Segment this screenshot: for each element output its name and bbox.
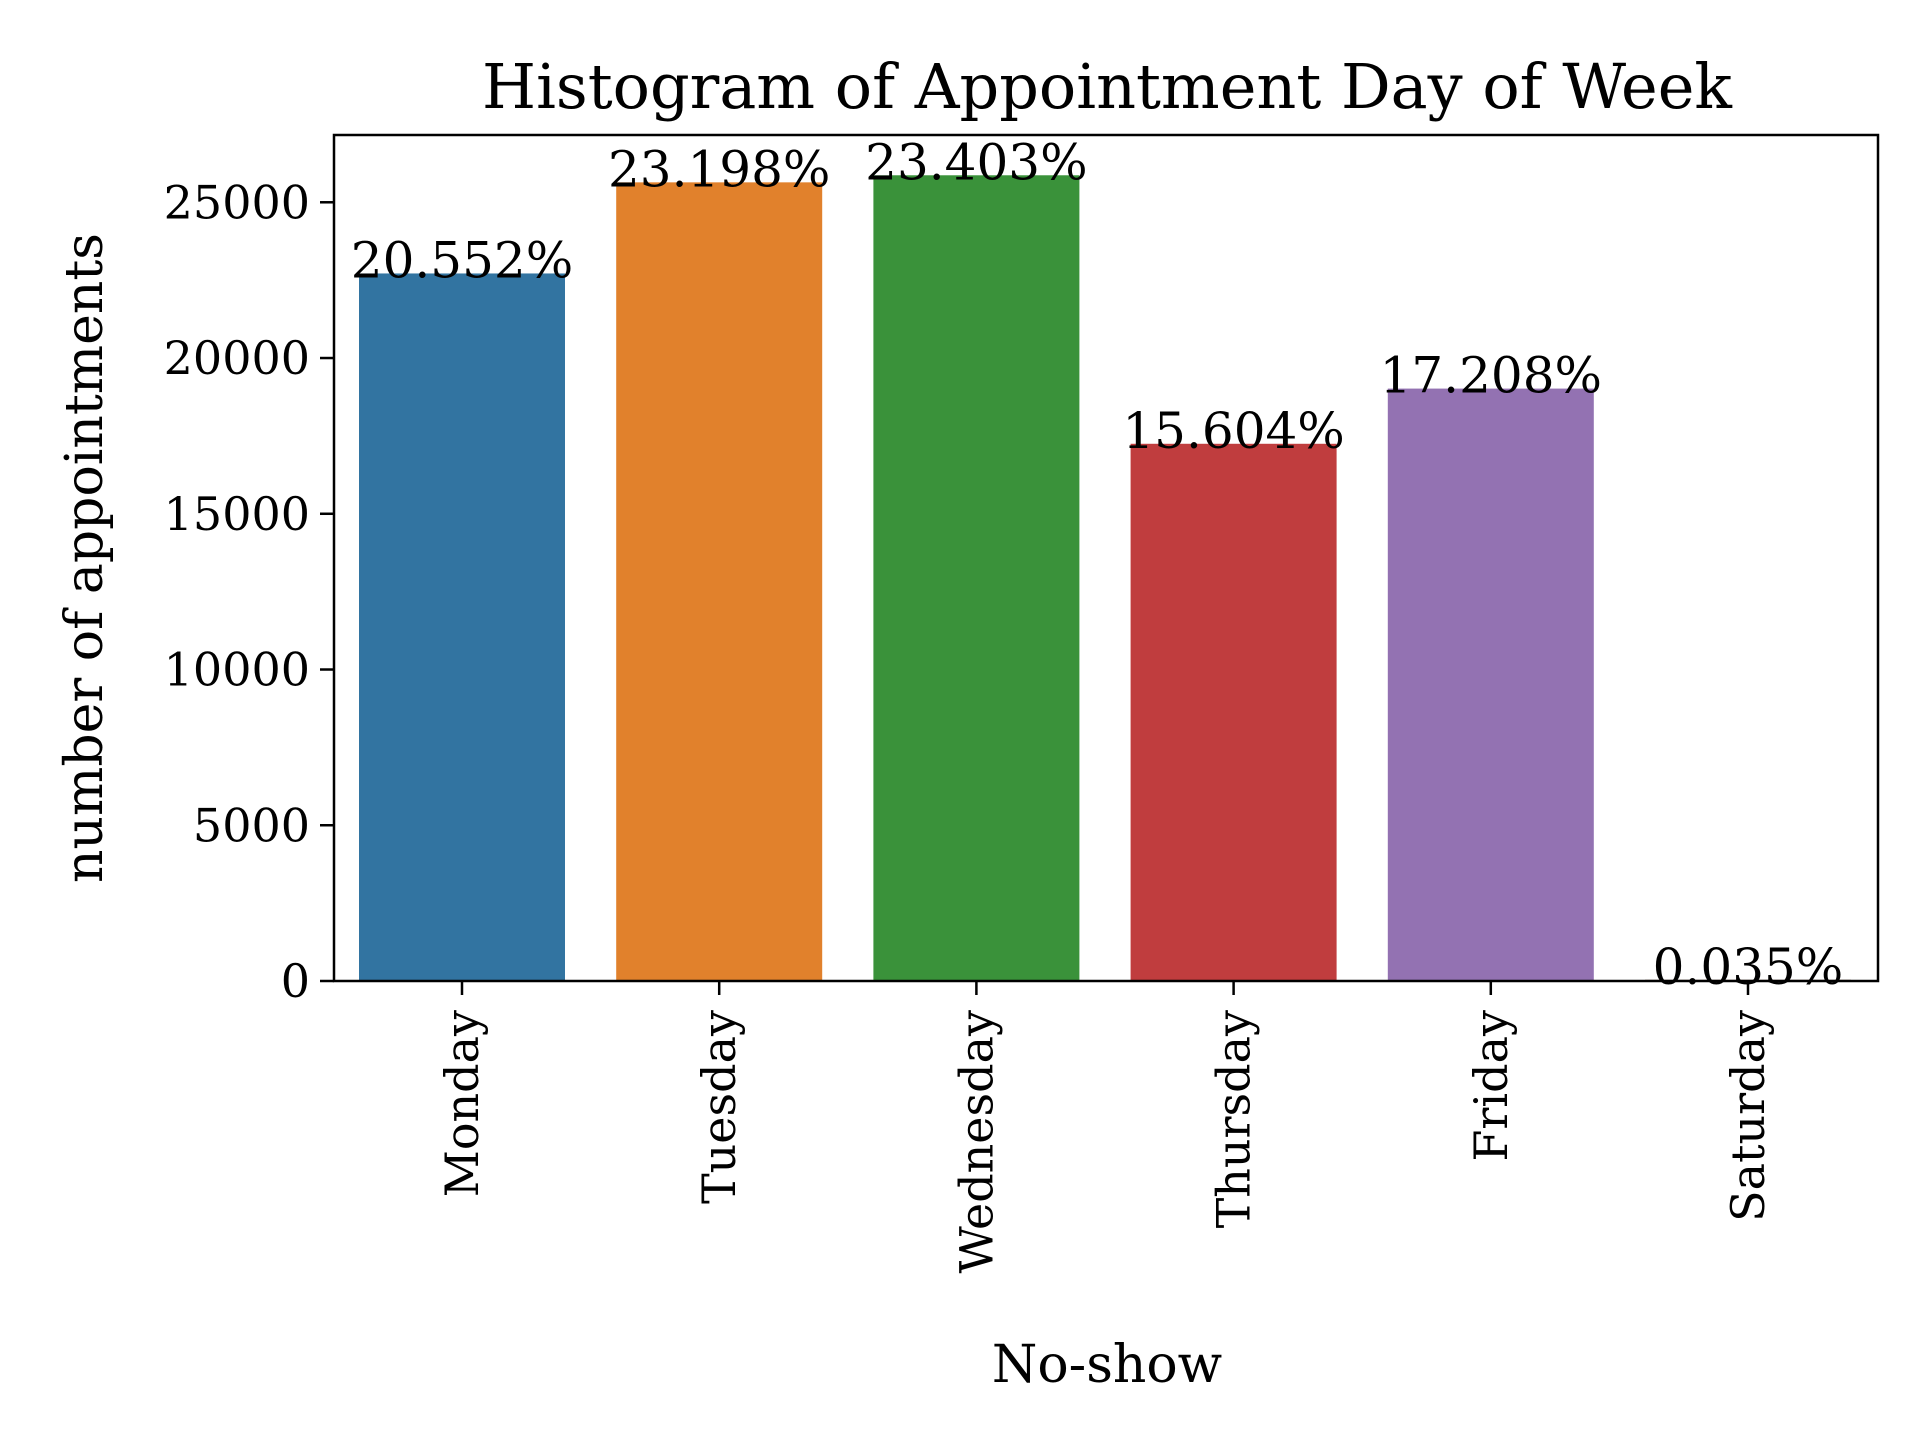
x-tick-label-monday: Monday (435, 1010, 489, 1197)
y-tick-label: 25000 (164, 175, 310, 229)
bar-friday (1387, 388, 1594, 981)
bars-group (359, 175, 1851, 982)
data-label-thursday: 15.604% (1122, 402, 1344, 460)
data-labels-group: 20.552%23.198% 23.403%15.604%17.208%0.035… (351, 133, 1844, 996)
chart-title: Histogram of Appointment Day of Week (482, 50, 1732, 123)
y-tick-label: 5000 (193, 798, 310, 852)
plot-frame (332, 133, 1880, 983)
x-tick-label-friday: Friday (1464, 1010, 1518, 1161)
data-label-monday: 20.552% (351, 231, 573, 289)
data-label-wednesday: 23.403% (865, 133, 1087, 191)
bar-wednesday (873, 175, 1080, 981)
x-axis: Monday Tuesday Wednesday Thursday Friday Satu… (435, 981, 1775, 1274)
y-tick-label: 0 (281, 954, 310, 1008)
data-label-tuesday: 23.198% (608, 140, 830, 198)
x-tick-label-tuesday: Tuesday (692, 1010, 746, 1204)
y-tick-label: 15000 (164, 487, 310, 541)
y-axis: 0 5000 10000 15000 20000 25000 (164, 175, 334, 1008)
data-label-friday: 17.208% (1380, 347, 1602, 405)
y-tick-label: 10000 (164, 643, 310, 697)
x-tick-label-wednesday: Wednesday (949, 1010, 1003, 1274)
y-tick-label: 20000 (164, 331, 310, 385)
bar-thursday (1130, 443, 1337, 981)
x-axis-label: No-show (992, 1335, 1222, 1395)
y-axis-label: number of appointments (55, 233, 115, 883)
bar-monday (359, 273, 565, 981)
bar-tuesday (616, 182, 823, 982)
x-tick-label-saturday: Saturday (1721, 1010, 1775, 1222)
x-tick-label-thursday: Thursday (1207, 1010, 1261, 1228)
